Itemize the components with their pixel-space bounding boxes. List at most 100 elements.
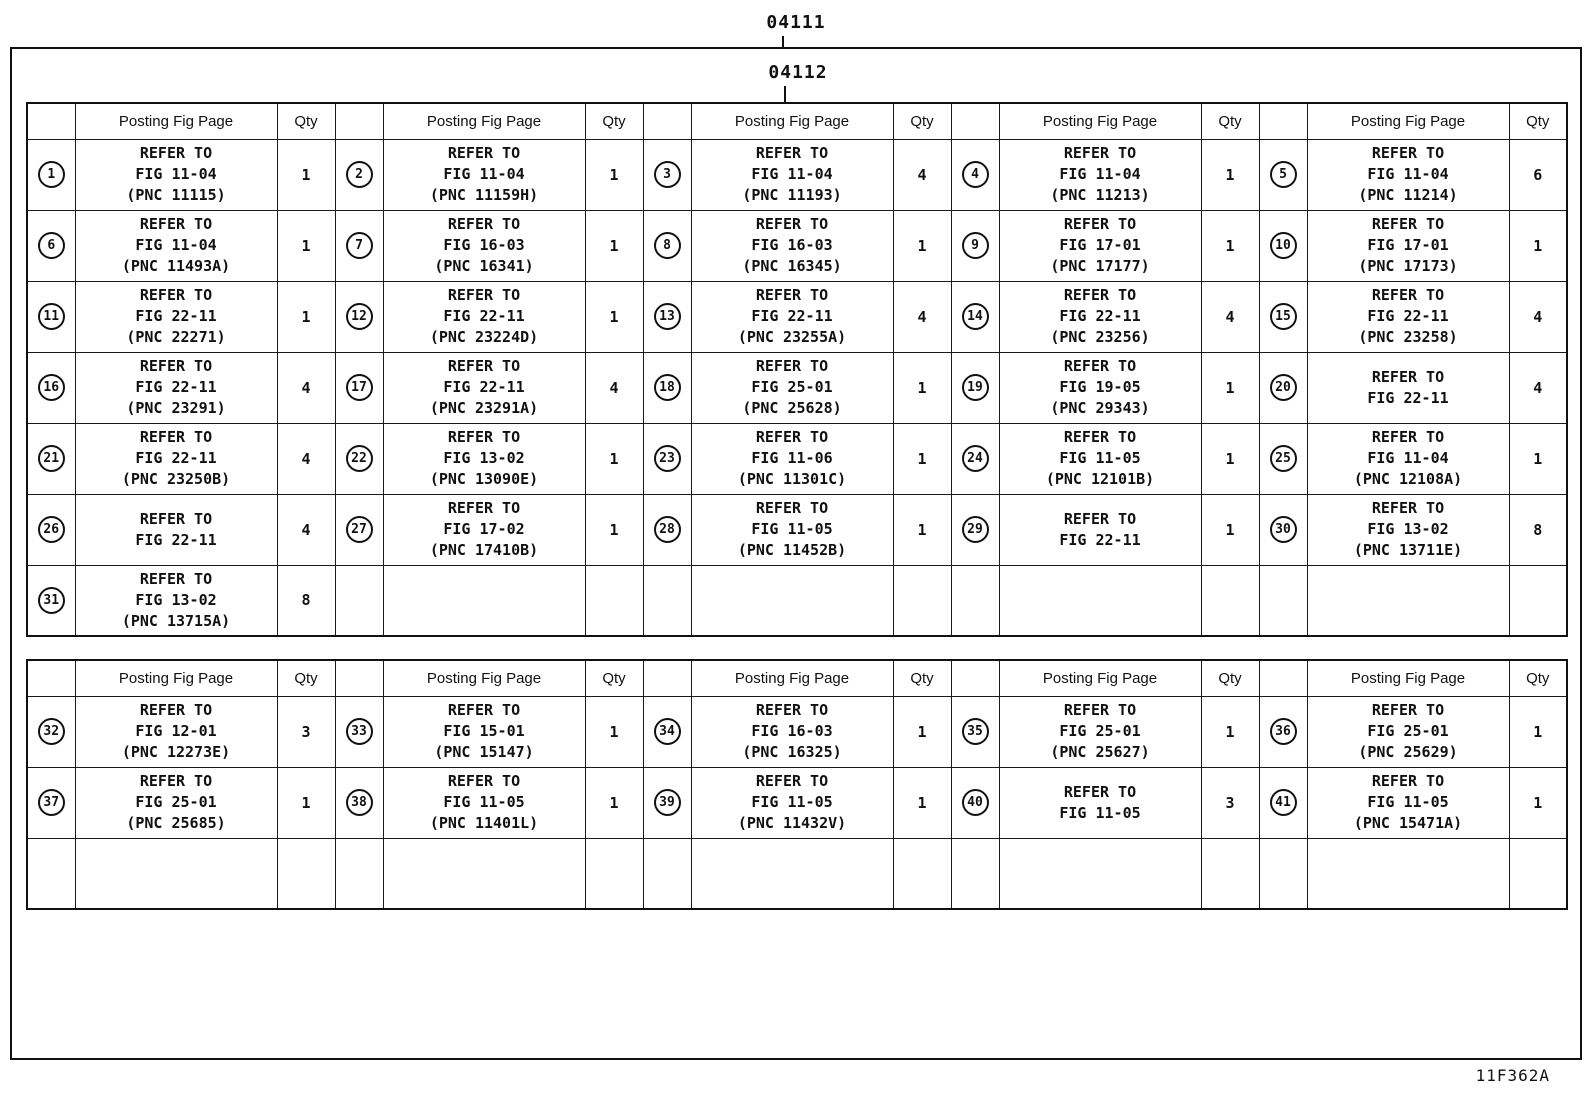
qty-cell (1200, 837, 1260, 910)
qty-cell: 8 (1508, 493, 1568, 566)
fig-ref-line: (PNC 23250B) (121, 470, 231, 488)
fig-ref-line: FIG 22-11 (1059, 530, 1141, 549)
header-number-cell (26, 659, 76, 697)
fig-ref-line: REFER TO (447, 772, 521, 790)
item-number-cell: 8 (642, 209, 692, 282)
item-number-cell: 10 (1258, 209, 1308, 282)
fig-ref-line: (PNC 11214) (1358, 186, 1458, 204)
header-number-cell (642, 659, 692, 697)
fig-ref-line: REFER TO (755, 428, 829, 446)
fig-ref-line: REFER TO (139, 428, 213, 446)
fig-ref-line: REFER TO (447, 357, 521, 375)
item-number-circle: 13 (653, 303, 681, 330)
fig-ref-line: REFER TO (139, 772, 213, 790)
table-row: 11 REFER TO FIG 22-11 (PNC 22271) 1 12 REFER T… (26, 280, 1568, 353)
qty-cell (1508, 564, 1568, 637)
fig-ref-line: FIG 17-01 (1059, 236, 1141, 254)
item-number-circle: 35 (961, 718, 989, 745)
item-number-circle: 32 (37, 718, 65, 745)
qty-cell: 1 (892, 766, 952, 839)
col-header-qty: Qty (584, 659, 644, 697)
item-number-circle: 26 (37, 516, 65, 543)
fig-ref-line: REFER TO (1371, 701, 1445, 719)
posting-fig-page-cell (74, 837, 278, 910)
qty-cell: 1 (1508, 766, 1568, 839)
posting-fig-page-cell: REFER TO FIG 11-05 (PNC 12101B) (998, 422, 1202, 495)
posting-fig-page-cell: REFER TO FIG 22-11 (1306, 351, 1510, 424)
fig-ref-line: REFER TO (755, 499, 829, 517)
table-row: 37 REFER TO FIG 25-01 (PNC 25685) 1 38 REFER T… (26, 766, 1568, 839)
col-header-qty: Qty (1508, 102, 1568, 140)
item-number-cell: 18 (642, 351, 692, 424)
item-number-cell (26, 837, 76, 910)
item-number-circle: 20 (1269, 374, 1297, 401)
fig-ref-line: REFER TO (447, 701, 521, 719)
item-number-circle: 5 (1269, 161, 1297, 188)
item-number-circle: 29 (961, 516, 989, 543)
col-header-qty: Qty (1200, 102, 1260, 140)
col-header-posting-fig-page: Posting Fig Page (74, 102, 278, 140)
fig-ref-line: REFER TO (755, 357, 829, 375)
fig-ref-line: REFER TO (139, 144, 213, 162)
fig-ref-line: REFER TO (1063, 357, 1137, 375)
fig-ref-line: FIG 22-11 (443, 378, 525, 396)
item-number-cell (950, 564, 1000, 637)
fig-ref-line: REFER TO (755, 701, 829, 719)
item-number-circle: 38 (345, 789, 373, 816)
fig-ref-line: (PNC 23291) (126, 399, 226, 417)
item-number-cell (334, 837, 384, 910)
item-number-cell (950, 837, 1000, 910)
col-header-qty: Qty (1508, 659, 1568, 697)
item-number-cell: 25 (1258, 422, 1308, 495)
item-number-circle: 14 (961, 303, 989, 330)
fig-ref-line: (PNC 13090E) (429, 470, 539, 488)
fig-ref-line: FIG 11-05 (751, 793, 833, 811)
fig-ref-line: (PNC 12101B) (1045, 470, 1155, 488)
header-number-cell (950, 102, 1000, 140)
fig-ref-line: REFER TO (139, 215, 213, 233)
item-number-cell: 12 (334, 280, 384, 353)
qty-cell: 4 (276, 422, 336, 495)
fig-ref-line: (PNC 11159H) (429, 186, 539, 204)
fig-ref-line: FIG 11-05 (1367, 793, 1449, 811)
item-number-circle: 1 (37, 161, 65, 188)
item-number-cell: 7 (334, 209, 384, 282)
fig-ref-line: (PNC 11115) (126, 186, 226, 204)
posting-fig-page-cell (998, 564, 1202, 637)
table-row (26, 837, 1568, 910)
item-number-circle: 10 (1269, 232, 1297, 259)
fig-ref-line: FIG 16-03 (751, 236, 833, 254)
fig-ref-line: (PNC 11213) (1050, 186, 1150, 204)
qty-cell: 1 (1508, 209, 1568, 282)
fig-ref-line: FIG 11-04 (135, 236, 217, 254)
item-number-circle: 18 (653, 374, 681, 401)
table-row: 32 REFER TO FIG 12-01 (PNC 12273E) 3 33 REFER … (26, 695, 1568, 768)
fig-ref-line: FIG 11-04 (1367, 165, 1449, 183)
page-border-box: 04112 Posting Fig Page Qty Posting Fig Pag… (10, 47, 1582, 1060)
fig-ref-line: FIG 25-01 (1367, 722, 1449, 740)
item-number-cell: 9 (950, 209, 1000, 282)
item-number-cell: 4 (950, 138, 1000, 211)
fig-ref-line: REFER TO (1063, 509, 1137, 528)
item-number-circle: 25 (1269, 445, 1297, 472)
item-number-cell: 6 (26, 209, 76, 282)
fig-ref-line: REFER TO (1063, 286, 1137, 304)
header-number-cell (334, 659, 384, 697)
posting-fig-page-cell: REFER TO FIG 11-05 (PNC 11452B) (690, 493, 894, 566)
qty-cell: 1 (584, 209, 644, 282)
qty-cell: 3 (1200, 766, 1260, 839)
item-number-circle: 3 (653, 161, 681, 188)
fig-ref-line: REFER TO (1063, 701, 1137, 719)
item-number-circle: 19 (961, 374, 989, 401)
fig-ref-line: REFER TO (447, 215, 521, 233)
col-header-posting-fig-page: Posting Fig Page (690, 659, 894, 697)
item-number-cell: 21 (26, 422, 76, 495)
qty-cell: 1 (584, 695, 644, 768)
fig-ref-line: (PNC 29343) (1050, 399, 1150, 417)
posting-fig-page-cell: REFER TO FIG 22-11 (PNC 23250B) (74, 422, 278, 495)
header-number-cell (950, 659, 1000, 697)
posting-fig-page-cell: REFER TO FIG 22-11 (PNC 23256) (998, 280, 1202, 353)
posting-fig-page-cell: REFER TO FIG 22-11 (998, 493, 1202, 566)
posting-fig-page-cell: REFER TO FIG 17-01 (PNC 17177) (998, 209, 1202, 282)
item-number-circle: 16 (37, 374, 65, 401)
